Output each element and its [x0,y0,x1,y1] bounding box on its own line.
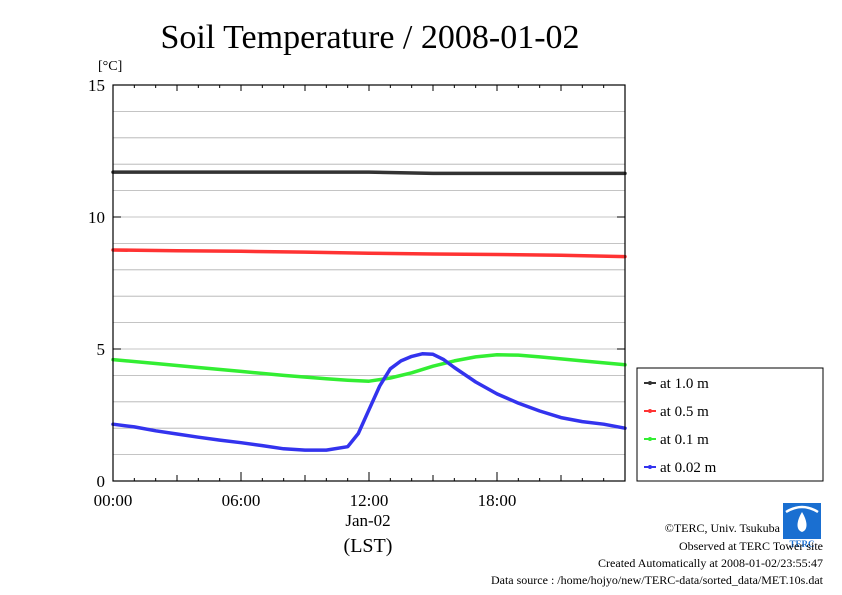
credit-observation-site: Observed at TERC Tower site [679,539,823,553]
legend: at 1.0 m at 0.5 m at 0.1 m at 0.02 m [636,367,824,482]
logo-drop-icon [797,512,807,532]
y-tick-label: 5 [97,340,106,359]
x-tick-label: 18:00 [478,491,517,510]
credit-created-time: Created Automatically at 2008-01-02/23:5… [598,556,823,570]
x-tick-label: 06:00 [222,491,261,510]
x-tick-label: 00:00 [94,491,133,510]
y-tick-label: 10 [88,208,105,227]
legend-label-1: at 0.5 m [660,404,709,420]
series-line-1 [111,248,627,259]
legend-box [636,367,824,482]
x-axis-date-label: Jan-02 [345,511,390,530]
grid-lines [113,111,625,456]
legend-marker-1 [648,409,652,413]
terc-logo: TERC [783,503,821,549]
legend-label-0: at 1.0 m [660,376,709,392]
series-line-2 [111,353,627,383]
series-line-3 [111,352,627,452]
legend-marker-3 [648,465,652,469]
series-line-0 [111,170,627,176]
credit-copyright: ©TERC, Univ. Tsukuba [665,521,781,535]
logo-label: TERC [789,539,814,549]
x-axis-timezone-label: (LST) [344,535,393,557]
credit-data-source: Data source : /home/hojyo/new/TERC-data/… [491,573,824,587]
legend-label-2: at 0.1 m [660,432,709,448]
legend-marker-0 [648,381,652,385]
legend-marker-2 [648,437,652,441]
chart-title: Soil Temperature / 2008-01-02 [160,19,579,56]
x-tick-label: 12:00 [350,491,389,510]
y-axis-unit-label: [°C] [98,59,122,74]
logo-arc [785,505,819,514]
y-tick-label: 0 [97,472,106,491]
axis-ticks: 0 5 10 15 00:00 06:00 12:00 18:00 [88,76,625,510]
legend-label-3: at 0.02 m [660,460,717,476]
plot-frame [112,84,626,482]
y-tick-label: 15 [88,76,105,95]
series-lines [111,170,627,452]
